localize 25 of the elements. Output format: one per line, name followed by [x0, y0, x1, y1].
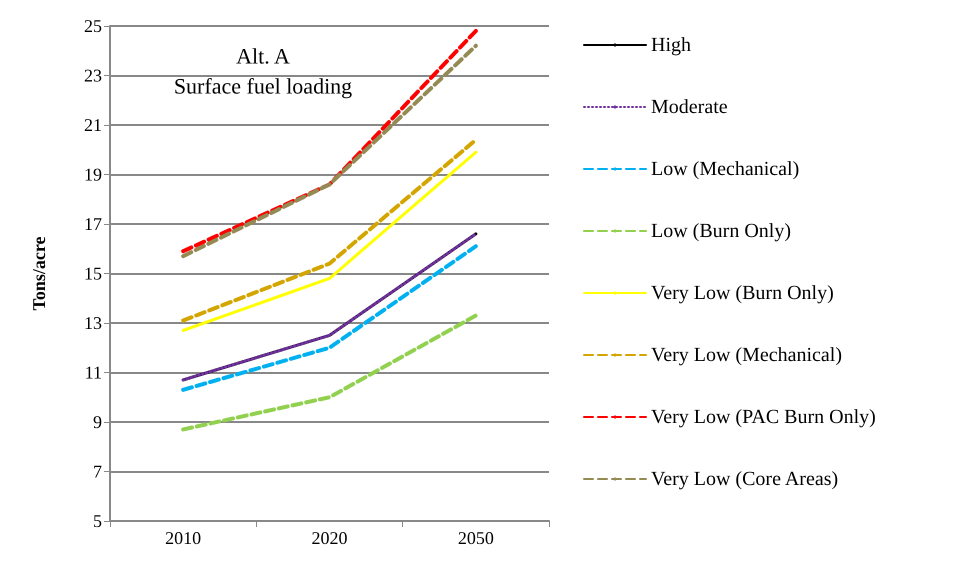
legend-label: Very Low (Mechanical) — [651, 344, 842, 366]
y-tick-label: 23 — [84, 66, 102, 86]
y-tick-label: 25 — [84, 16, 102, 36]
legend-label: Moderate — [651, 96, 728, 118]
y-tick-label: 21 — [84, 115, 102, 135]
x-tick-label: 2050 — [458, 528, 494, 548]
legend-label: Low (Mechanical) — [651, 158, 800, 180]
y-tick-label: 17 — [84, 214, 102, 234]
x-tick-label: 2010 — [165, 528, 202, 548]
y-tick-label: 19 — [84, 164, 102, 184]
y-tick-label: 5 — [93, 511, 102, 531]
y-tick-label: 9 — [93, 412, 102, 432]
y-axis-title: Tons/acre — [29, 236, 49, 311]
legend-label: Low (Burn Only) — [651, 220, 791, 242]
y-tick-label: 7 — [93, 462, 102, 482]
x-tick-label: 2020 — [312, 528, 348, 548]
text: Alt. A — [236, 44, 290, 68]
text: Surface fuel loading — [174, 74, 352, 98]
y-tick-label: 11 — [84, 362, 102, 382]
y-tick-label: 15 — [84, 264, 102, 284]
legend-label: Very Low (Burn Only) — [651, 282, 834, 304]
y-tick-label: 13 — [84, 313, 102, 333]
legend-label: Very Low (PAC Burn Only) — [651, 406, 876, 428]
legend-label: Very Low (Core Areas) — [651, 468, 838, 490]
legend-label: High — [651, 34, 691, 56]
